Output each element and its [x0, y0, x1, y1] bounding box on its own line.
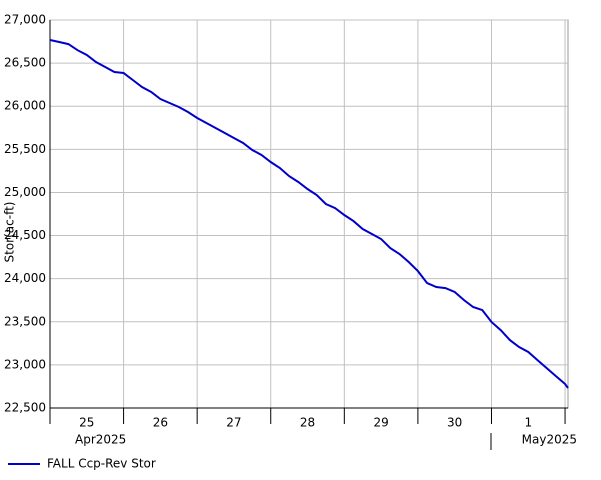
- month-label: Apr2025: [75, 433, 126, 447]
- y-tick-label: 23,000: [4, 357, 46, 371]
- x-tick-label: 1: [524, 416, 532, 430]
- plot-area: [49, 19, 569, 409]
- y-tick-label: 25,000: [4, 185, 46, 199]
- y-tick-label: 26,500: [4, 56, 46, 70]
- data-line: [49, 39, 569, 389]
- x-tick-label: 27: [226, 416, 241, 430]
- y-tick-label: 27,000: [4, 13, 46, 27]
- x-tick-label: 28: [300, 416, 315, 430]
- y-tick-label: 24,500: [4, 228, 46, 242]
- x-tick-label: 26: [153, 416, 168, 430]
- x-tick-label: 30: [447, 416, 462, 430]
- y-axis-label: Stor(ac-ft): [3, 202, 17, 263]
- y-tick-label: 25,500: [4, 142, 46, 156]
- month-label: May2025: [522, 433, 577, 447]
- legend-label: FALL Ccp-Rev Stor: [47, 457, 156, 471]
- y-tick-label: 23,500: [4, 314, 46, 328]
- x-tick-label: 29: [373, 416, 388, 430]
- y-tick-label: 24,000: [4, 271, 46, 285]
- y-tick-label: 26,000: [4, 99, 46, 113]
- x-tick-label: 25: [79, 416, 94, 430]
- y-tick-label: 22,500: [4, 401, 46, 415]
